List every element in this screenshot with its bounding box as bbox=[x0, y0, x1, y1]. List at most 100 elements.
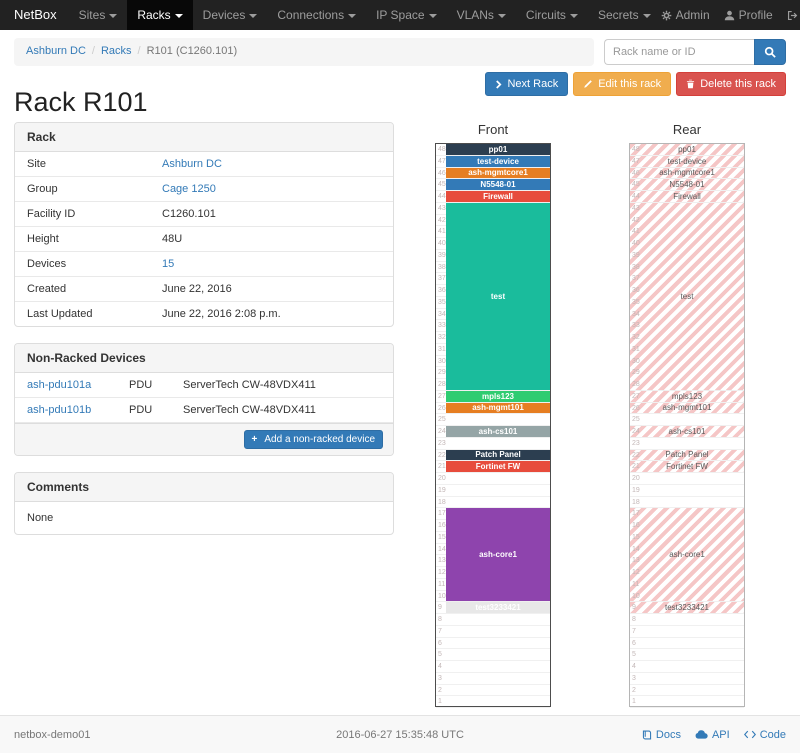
rear-device-fortinet-fw[interactable]: Fortinet FW bbox=[630, 461, 744, 472]
search-button[interactable] bbox=[754, 39, 786, 65]
api-label: API bbox=[711, 728, 730, 741]
unit-number: 31 bbox=[632, 345, 640, 353]
code-link[interactable]: Code bbox=[743, 729, 786, 741]
front-rack-unit-27: 27 bbox=[436, 391, 550, 403]
edit-rack-button[interactable]: Edit this rack bbox=[573, 72, 672, 96]
rear-device-test[interactable]: test bbox=[630, 202, 744, 390]
search-input[interactable] bbox=[604, 39, 754, 65]
unit-number: 19 bbox=[632, 486, 640, 494]
front-rack-unit-23: 23 bbox=[436, 438, 550, 450]
breadcrumb-separator: / bbox=[91, 45, 95, 57]
cloud-icon bbox=[695, 730, 708, 739]
front-device-firewall[interactable]: Firewall bbox=[446, 191, 550, 202]
front-device-ash-core1[interactable]: ash-core1 bbox=[446, 508, 550, 602]
nav-item-circuits[interactable]: Circuits bbox=[516, 0, 588, 30]
nav-item-connections[interactable]: Connections bbox=[267, 0, 366, 30]
rear-rack-unit-22: 22 bbox=[630, 450, 744, 462]
nav-item-label: Connections bbox=[277, 8, 345, 22]
nav-item-devices[interactable]: Devices bbox=[193, 0, 268, 30]
nav-item-sites[interactable]: Sites bbox=[69, 0, 128, 30]
delete-rack-button[interactable]: Delete this rack bbox=[676, 72, 786, 96]
front-rack-unit-1: 1 bbox=[436, 696, 550, 708]
unit-number: 43 bbox=[632, 204, 640, 212]
add-nonracked-device-button[interactable]: + Add a non-racked device bbox=[243, 430, 383, 449]
page-footer: netbox-demo01 2016-06-27 15:35:48 UTC Do… bbox=[0, 715, 800, 753]
attr-value-link[interactable]: 15 bbox=[162, 258, 175, 270]
rear-device-pp01[interactable]: pp01 bbox=[630, 144, 744, 155]
breadcrumb-item[interactable]: Ashburn DC bbox=[26, 45, 86, 57]
profile-link[interactable]: Profile bbox=[724, 8, 773, 22]
attr-value-link[interactable]: Ashburn DC bbox=[162, 158, 222, 170]
unit-number: 7 bbox=[438, 627, 442, 635]
unit-number: 14 bbox=[438, 545, 446, 553]
rear-device-test-device[interactable]: test-device bbox=[630, 155, 744, 167]
breadcrumb-item[interactable]: Racks bbox=[100, 45, 132, 57]
front-device-ash-mgmtcore1[interactable]: ash-mgmtcore1 bbox=[446, 167, 550, 179]
rack-attr-row: Height 48U bbox=[15, 227, 393, 252]
front-device-fortinet-fw[interactable]: Fortinet FW bbox=[446, 461, 550, 472]
docs-link[interactable]: Docs bbox=[642, 729, 681, 741]
nav-item-racks[interactable]: Racks bbox=[127, 0, 193, 30]
rear-device-patch-panel[interactable]: Patch Panel bbox=[630, 449, 744, 461]
logout-link[interactable]: Log out bbox=[787, 1, 800, 29]
unit-number: 12 bbox=[438, 569, 446, 576]
unit-number: 16 bbox=[632, 522, 640, 529]
front-device-test3233421[interactable]: test3233421 bbox=[446, 602, 550, 613]
rear-device-mpls123[interactable]: mpls123 bbox=[630, 390, 744, 402]
front-device-n5548-01[interactable]: N5548-01 bbox=[446, 179, 550, 190]
code-icon bbox=[743, 730, 756, 739]
front-rack-title: Front bbox=[477, 122, 509, 137]
next-rack-button[interactable]: Next Rack bbox=[485, 72, 569, 96]
nonracked-panel: Non-Racked Devices ash-pdu101a PDU ServerT… bbox=[14, 343, 394, 456]
unit-number: 36 bbox=[438, 287, 446, 294]
nonracked-device-link[interactable]: ash-pdu101a bbox=[27, 379, 92, 391]
front-device-ash-cs101[interactable]: ash-cs101 bbox=[446, 426, 550, 437]
rear-device-n5548-01[interactable]: N5548-01 bbox=[630, 179, 744, 190]
rear-rack-unit-24: 24 bbox=[630, 426, 744, 438]
front-device-test-device[interactable]: test-device bbox=[446, 155, 550, 167]
unit-number: 5 bbox=[438, 651, 442, 659]
front-device-ash-mgmt101[interactable]: ash-mgmt101 bbox=[446, 402, 550, 414]
brand-link[interactable]: NetBox bbox=[14, 7, 57, 22]
rear-device-ash-mgmt101[interactable]: ash-mgmt101 bbox=[630, 402, 744, 414]
unit-number: 29 bbox=[438, 369, 446, 377]
main-content: Rack Site Ashburn DC Group Cage 1250 Facilit… bbox=[14, 122, 786, 708]
unit-number: 23 bbox=[438, 439, 446, 447]
rear-rack-unit-48: 48 bbox=[630, 144, 744, 156]
rear-rack-unit-4: 4 bbox=[630, 661, 744, 673]
unit-number: 29 bbox=[632, 369, 640, 377]
nav-menu: Sites Racks Devices Connections IP Space VLAN… bbox=[69, 0, 661, 30]
unit-number: 22 bbox=[632, 451, 640, 459]
nonracked-device-link[interactable]: ash-pdu101b bbox=[27, 404, 92, 416]
front-device-mpls123[interactable]: mpls123 bbox=[446, 390, 550, 402]
nav-item-vlans[interactable]: VLANs bbox=[447, 0, 516, 30]
rear-rack-unit-3: 3 bbox=[630, 673, 744, 685]
chevron-down-icon bbox=[249, 13, 258, 18]
rear-device-test3233421[interactable]: test3233421 bbox=[630, 602, 744, 613]
rear-device-ash-mgmtcore1[interactable]: ash-mgmtcore1 bbox=[630, 167, 744, 179]
attr-value: June 22, 2016 2:08 p.m. bbox=[162, 308, 281, 320]
rear-device-ash-core1[interactable]: ash-core1 bbox=[630, 508, 744, 602]
front-device-patch-panel[interactable]: Patch Panel bbox=[446, 449, 550, 461]
rear-device-firewall[interactable]: Firewall bbox=[630, 191, 744, 202]
admin-link[interactable]: Admin bbox=[661, 8, 710, 22]
rear-rack-unit-25: 25 bbox=[630, 414, 744, 426]
unit-number: 5 bbox=[632, 651, 636, 659]
chevron-down-icon bbox=[497, 13, 506, 18]
unit-number: 30 bbox=[438, 357, 446, 365]
attr-label: Group bbox=[27, 183, 58, 195]
nav-item-secrets[interactable]: Secrets bbox=[588, 0, 661, 30]
chevron-right-icon bbox=[495, 79, 502, 89]
attr-value-link[interactable]: Cage 1250 bbox=[162, 183, 216, 195]
rear-rack-unit-10: 10 bbox=[630, 591, 744, 603]
unit-number: 4 bbox=[632, 663, 636, 670]
front-device-test[interactable]: test bbox=[446, 202, 550, 390]
api-link[interactable]: API bbox=[695, 729, 730, 741]
rear-device-ash-cs101[interactable]: ash-cs101 bbox=[630, 426, 744, 437]
front-device-pp01[interactable]: pp01 bbox=[446, 144, 550, 155]
unit-number: 6 bbox=[438, 639, 442, 647]
unit-number: 24 bbox=[632, 428, 640, 435]
unit-number: 31 bbox=[438, 345, 446, 353]
unit-number: 42 bbox=[632, 216, 640, 224]
nav-item-ip-space[interactable]: IP Space bbox=[366, 0, 446, 30]
